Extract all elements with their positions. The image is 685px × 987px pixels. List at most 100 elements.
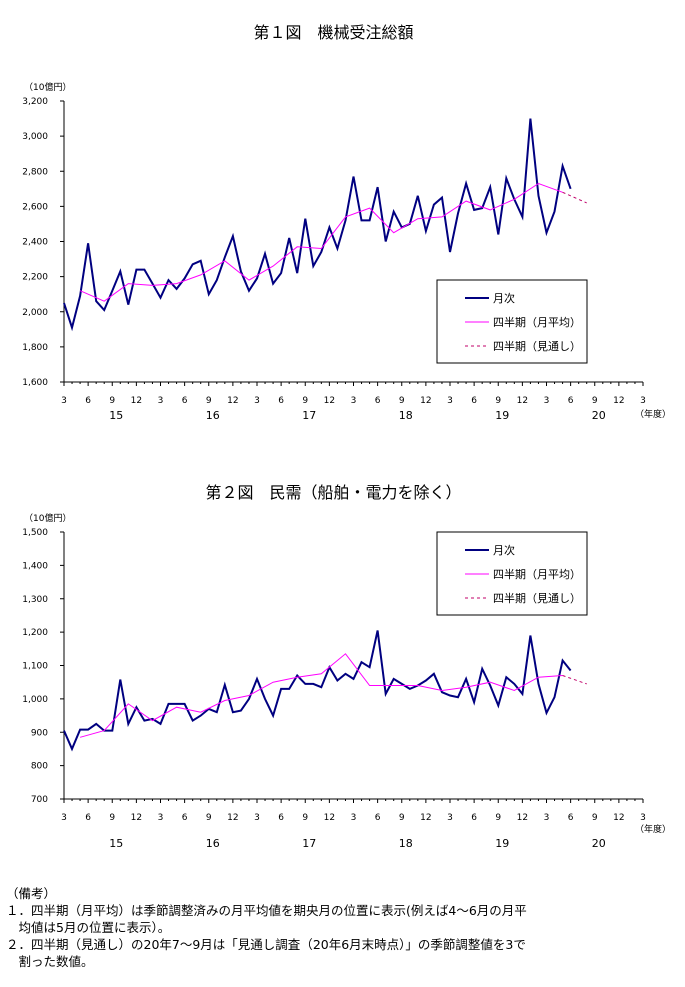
x-year-label: 20 bbox=[592, 409, 606, 422]
x-month-label: 6 bbox=[471, 396, 477, 406]
x-month-label: 9 bbox=[592, 813, 598, 823]
x-month-label: 9 bbox=[592, 396, 598, 406]
series-quarterly-avg-line bbox=[79, 182, 563, 302]
x-month-label: 12 bbox=[420, 396, 431, 406]
x-month-label: 9 bbox=[495, 396, 501, 406]
y-tick-label: 800 bbox=[31, 762, 48, 772]
x-month-label: 12 bbox=[517, 813, 528, 823]
x-month-label: 9 bbox=[206, 396, 212, 406]
legend-box bbox=[436, 531, 588, 616]
x-month-label: 3 bbox=[544, 396, 550, 406]
x-year-label: 19 bbox=[495, 409, 509, 422]
y-tick-label: 1,000 bbox=[22, 695, 48, 705]
x-year-label: 15 bbox=[109, 409, 123, 422]
y-tick-label: 2,600 bbox=[22, 202, 48, 212]
x-month-label: 12 bbox=[131, 396, 142, 406]
x-month-label: 12 bbox=[227, 813, 238, 823]
y-tick-label: 3,000 bbox=[22, 132, 48, 142]
x-month-label: 9 bbox=[206, 813, 212, 823]
x-month-label: 3 bbox=[640, 396, 646, 406]
x-month-label: 6 bbox=[278, 813, 284, 823]
series-monthly-line bbox=[63, 118, 572, 332]
series-quarterly-avg-line bbox=[79, 653, 563, 738]
y-tick-label: 1,100 bbox=[22, 662, 48, 672]
x-month-label: 3 bbox=[61, 813, 67, 823]
legend-label: 四半期（月平均） bbox=[493, 567, 581, 581]
x-month-label: 12 bbox=[613, 813, 624, 823]
legend-label: 四半期（見通し） bbox=[493, 339, 581, 353]
x-year-label: 16 bbox=[206, 409, 220, 422]
note-2-line-2: 割った数値。 bbox=[6, 954, 94, 969]
note-1-line-2: 均値は5月の位置に表示）。 bbox=[6, 920, 171, 935]
series-monthly-line bbox=[63, 630, 572, 752]
y-tick-label: 1,600 bbox=[22, 378, 48, 388]
x-month-label: 6 bbox=[568, 813, 574, 823]
x-month-label: 3 bbox=[640, 813, 646, 823]
x-year-label: 19 bbox=[495, 837, 509, 850]
x-axis-year-unit: （年度） bbox=[635, 408, 671, 420]
chart-title: 第１図 機械受注総額 bbox=[253, 23, 413, 42]
x-year-label: 20 bbox=[592, 837, 606, 850]
y-unit-label: （10億円） bbox=[24, 81, 71, 93]
note-2-line-1: ２．四半期（見通し）の20年7～9月は「見通し調査（20年6月末時点）」の季節調… bbox=[6, 937, 526, 952]
x-year-label: 18 bbox=[399, 837, 413, 850]
x-month-label: 9 bbox=[399, 813, 405, 823]
x-month-label: 9 bbox=[109, 813, 115, 823]
chart-2-private-demand: 第２図 民需（船舶・電力を除く） （10億円） 700 800 900 1,000 1,10… bbox=[22, 483, 671, 850]
x-month-label: 3 bbox=[254, 396, 260, 406]
x-month-label: 6 bbox=[471, 813, 477, 823]
x-year-label: 17 bbox=[302, 837, 316, 850]
y-tick-label: 2,200 bbox=[22, 273, 48, 283]
series-quarterly-forecast-line bbox=[562, 675, 587, 685]
y-tick-label: 900 bbox=[31, 728, 48, 738]
x-month-label: 9 bbox=[302, 813, 308, 823]
x-month-label: 9 bbox=[302, 396, 308, 406]
x-month-label: 9 bbox=[399, 396, 405, 406]
legend-label: 月次 bbox=[493, 543, 515, 557]
y-tick-label: 3,200 bbox=[22, 97, 48, 107]
y-tick-label: 2,800 bbox=[22, 167, 48, 177]
x-month-label: 3 bbox=[158, 396, 164, 406]
x-month-label: 12 bbox=[324, 396, 335, 406]
series-quarterly-forecast-line bbox=[562, 191, 587, 204]
x-month-label: 3 bbox=[351, 813, 357, 823]
x-month-label: 9 bbox=[109, 396, 115, 406]
y-tick-label: 1,300 bbox=[22, 595, 48, 605]
x-month-label: 6 bbox=[278, 396, 284, 406]
x-month-label: 3 bbox=[544, 813, 550, 823]
x-month-label: 3 bbox=[61, 396, 67, 406]
x-year-label: 18 bbox=[399, 409, 413, 422]
y-tick-label: 1,400 bbox=[22, 561, 48, 571]
x-month-label: 9 bbox=[495, 813, 501, 823]
x-year-label: 15 bbox=[109, 837, 123, 850]
x-month-label: 12 bbox=[227, 396, 238, 406]
note-1-line-1: １．四半期（月平均）は季節調整済みの月平均値を期央月の位置に表示(例えば4～6月… bbox=[6, 903, 527, 918]
x-month-label: 12 bbox=[613, 396, 624, 406]
y-unit-label: （10億円） bbox=[24, 512, 71, 524]
x-month-label: 12 bbox=[131, 813, 142, 823]
y-tick-label: 1,500 bbox=[22, 528, 48, 538]
x-year-label: 16 bbox=[206, 837, 220, 850]
x-month-label: 6 bbox=[375, 396, 381, 406]
notes-heading: （備考） bbox=[6, 886, 57, 901]
x-month-label: 12 bbox=[420, 813, 431, 823]
x-month-label: 12 bbox=[324, 813, 335, 823]
x-axis-year-unit: （年度） bbox=[635, 823, 671, 835]
notes: （備考） １．四半期（月平均）は季節調整済みの月平均値を期央月の位置に表示(例え… bbox=[6, 885, 682, 970]
x-month-label: 3 bbox=[447, 396, 453, 406]
x-month-label: 3 bbox=[254, 813, 260, 823]
x-month-label: 12 bbox=[517, 396, 528, 406]
x-month-label: 6 bbox=[85, 813, 91, 823]
legend-box bbox=[436, 279, 588, 364]
x-month-label: 3 bbox=[351, 396, 357, 406]
x-month-label: 3 bbox=[447, 813, 453, 823]
x-month-label: 6 bbox=[182, 396, 188, 406]
x-month-label: 6 bbox=[85, 396, 91, 406]
y-tick-label: 2,000 bbox=[22, 308, 48, 318]
x-month-label: 6 bbox=[568, 396, 574, 406]
y-tick-label: 700 bbox=[31, 795, 48, 805]
chart-1-machinery-orders: 第１図 機械受注総額 （10億円） 1,600 1,800 2,000 2,200 2,40… bbox=[22, 23, 671, 422]
y-tick-label: 2,400 bbox=[22, 238, 48, 248]
x-month-label: 3 bbox=[158, 813, 164, 823]
